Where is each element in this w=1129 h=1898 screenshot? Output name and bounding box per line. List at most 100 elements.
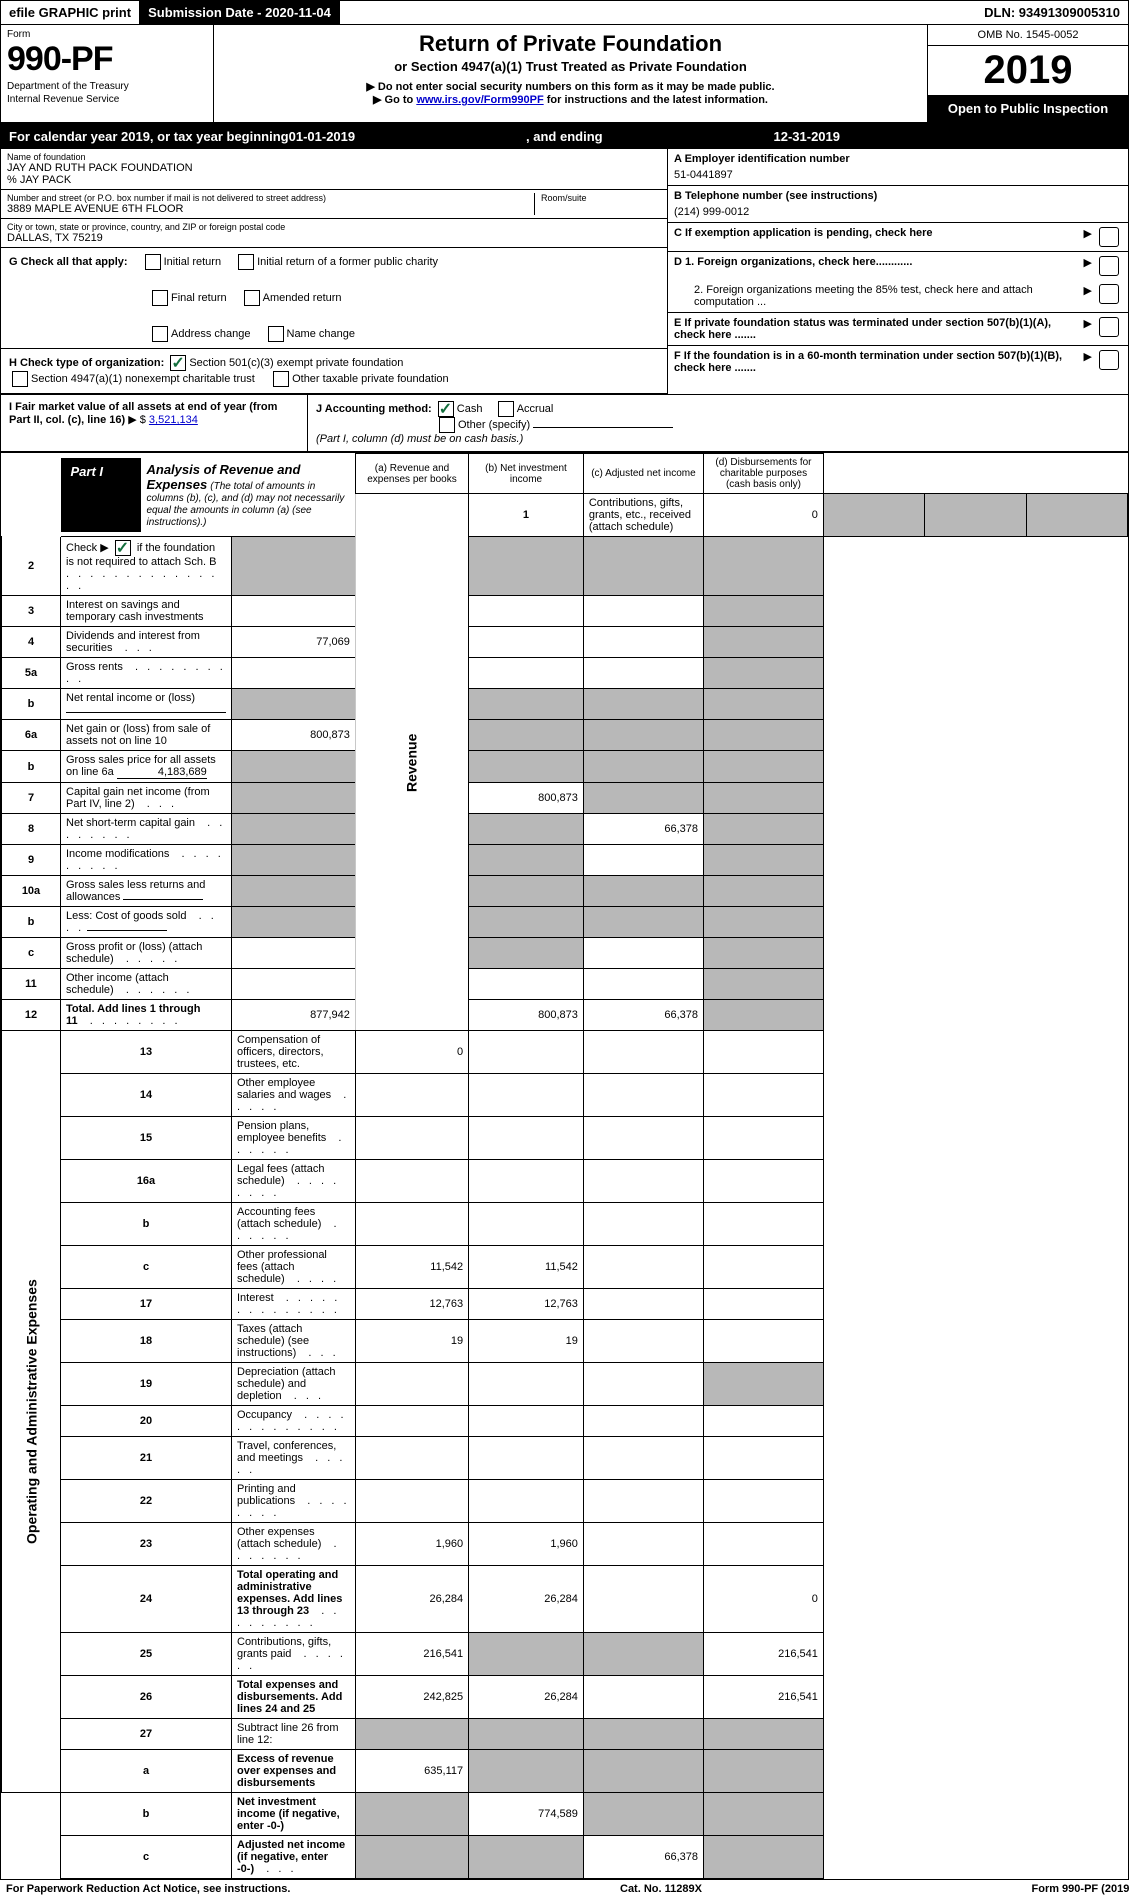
cell-b: 11,542 <box>469 1246 584 1289</box>
instructions-link[interactable]: www.irs.gov/Form990PF <box>416 94 543 106</box>
row-num: 27 <box>61 1719 232 1750</box>
table-row: bNet rental income or (loss) <box>2 689 1128 720</box>
row-num: 24 <box>61 1566 232 1633</box>
chk-501c3[interactable] <box>170 355 186 371</box>
row-desc: Dividends and interest from securities .… <box>61 627 232 658</box>
street-address: 3889 MAPLE AVENUE 6TH FLOOR <box>7 203 534 215</box>
cell-a: 800,873 <box>232 720 356 751</box>
chk-cash[interactable] <box>438 401 454 417</box>
h-opt2: Section 4947(a)(1) nonexempt charitable … <box>31 373 255 385</box>
row-desc: Depreciation (attach schedule) and deple… <box>232 1363 356 1406</box>
row-desc: Other income (attach schedule) . . . . .… <box>61 969 232 1000</box>
col-c-header: (c) Adjusted net income <box>583 454 703 494</box>
side-revenue: Revenue <box>355 494 468 1031</box>
table-row: 11Other income (attach schedule) . . . .… <box>2 969 1128 1000</box>
table-row: 5aGross rents . . . . . . . . . . <box>2 658 1128 689</box>
h-label: H Check type of organization: <box>9 357 164 369</box>
row-num: 23 <box>61 1523 232 1566</box>
chk-4947[interactable] <box>12 371 28 387</box>
cell-a: 216,541 <box>355 1633 468 1676</box>
row-num: c <box>61 1246 232 1289</box>
chk-other[interactable] <box>439 417 455 433</box>
footer-right: Form 990-PF (2019) <box>1032 1883 1129 1895</box>
D1-label: D 1. Foreign organizations, check here..… <box>674 256 1080 268</box>
irs-text: Internal Revenue Service <box>7 94 207 105</box>
chk-sch-b[interactable] <box>115 540 131 556</box>
table-row: 23Other expenses (attach schedule) . . .… <box>2 1523 1128 1566</box>
table-row: 18Taxes (attach schedule) (see instructi… <box>2 1320 1128 1363</box>
chk-amended[interactable] <box>244 290 260 306</box>
row-desc: Interest . . . . . . . . . . . . . . <box>232 1289 356 1320</box>
row-num: 7 <box>2 783 61 814</box>
cell-b: 774,589 <box>469 1793 584 1836</box>
cell-b: 800,873 <box>469 783 584 814</box>
row-desc: Total. Add lines 1 through 11 . . . . . … <box>61 1000 232 1031</box>
sub-title: or Section 4947(a)(1) Trust Treated as P… <box>224 59 917 74</box>
j-cash: Cash <box>457 403 483 415</box>
row-num: 14 <box>61 1074 232 1117</box>
fmv-link[interactable]: 3,521,134 <box>149 414 198 426</box>
row-desc: Contributions, gifts, grants paid . . . … <box>232 1633 356 1676</box>
cell-a: 1,960 <box>355 1523 468 1566</box>
open-to-public: Open to Public Inspection <box>928 95 1128 122</box>
row-num: b <box>61 1203 232 1246</box>
main-table: Part I Analysis of Revenue and Expenses … <box>1 453 1128 1879</box>
cell-a: 12,763 <box>355 1289 468 1320</box>
opt-amended: Amended return <box>263 292 342 304</box>
row-desc: Net rental income or (loss) <box>61 689 232 720</box>
chk-D2[interactable] <box>1099 284 1119 304</box>
chk-name-change[interactable] <box>268 326 284 342</box>
chk-accrual[interactable] <box>498 401 514 417</box>
table-row: 2Check ▶ if the foundation is not requir… <box>2 537 1128 596</box>
row-num: 6a <box>2 720 61 751</box>
D1-row: D 1. Foreign organizations, check here..… <box>668 252 1128 280</box>
table-row: bAccounting fees (attach schedule) . . .… <box>2 1203 1128 1246</box>
row-num: 11 <box>2 969 61 1000</box>
row-desc: Accounting fees (attach schedule) . . . … <box>232 1203 356 1246</box>
j-note: (Part I, column (d) must be on cash basi… <box>316 433 523 445</box>
chk-other-taxable[interactable] <box>273 371 289 387</box>
table-row: cOther professional fees (attach schedul… <box>2 1246 1128 1289</box>
city-label: City or town, state or province, country… <box>7 222 661 232</box>
chk-final[interactable] <box>152 290 168 306</box>
opt-final: Final return <box>171 292 227 304</box>
chk-C[interactable] <box>1099 227 1119 247</box>
j-box: J Accounting method: Cash Accrual Other … <box>308 395 1128 451</box>
row-desc: Less: Cost of goods sold . . . . <box>61 907 232 938</box>
row-num: 8 <box>2 814 61 845</box>
row-desc: Travel, conferences, and meetings . . . … <box>232 1437 356 1480</box>
cell-b: 1,960 <box>469 1523 584 1566</box>
table-row: bNet investment income (if negative, ent… <box>2 1793 1128 1836</box>
row-num: 12 <box>2 1000 61 1031</box>
opt-name-change: Name change <box>287 328 356 340</box>
row-num: 21 <box>61 1437 232 1480</box>
row-num: 20 <box>61 1406 232 1437</box>
chk-initial-former[interactable] <box>238 254 254 270</box>
row-desc: Check ▶ if the foundation is not require… <box>61 537 232 596</box>
table-row: 6aNet gain or (loss) from sale of assets… <box>2 720 1128 751</box>
table-row: 8Net short-term capital gain . . . . . .… <box>2 814 1128 845</box>
table-row: 24Total operating and administrative exp… <box>2 1566 1128 1633</box>
table-row: 20Occupancy . . . . . . . . . . . . . <box>2 1406 1128 1437</box>
city-cell: City or town, state or province, country… <box>1 219 667 248</box>
name-cell: Name of foundation JAY AND RUTH PACK FOU… <box>1 149 667 190</box>
table-row: 14Other employee salaries and wages . . … <box>2 1074 1128 1117</box>
chk-F[interactable] <box>1099 350 1119 370</box>
table-row: 21Travel, conferences, and meetings . . … <box>2 1437 1128 1480</box>
row-desc: Legal fees (attach schedule) . . . . . .… <box>232 1160 356 1203</box>
table-row: 22Printing and publications . . . . . . … <box>2 1480 1128 1523</box>
ij-area: I Fair market value of all assets at end… <box>1 395 1128 453</box>
C-label: C If exemption application is pending, c… <box>674 227 1080 239</box>
E-row: E If private foundation status was termi… <box>668 313 1128 346</box>
row-num: 18 <box>61 1320 232 1363</box>
chk-D1[interactable] <box>1099 256 1119 276</box>
chk-initial-return[interactable] <box>145 254 161 270</box>
row-desc: Capital gain net income (from Part IV, l… <box>61 783 232 814</box>
opt-initial-former: Initial return of a former public charit… <box>257 256 438 268</box>
chk-addr-change[interactable] <box>152 326 168 342</box>
row-num: 17 <box>61 1289 232 1320</box>
col-b-header: (b) Net investment income <box>469 454 584 494</box>
row-desc: Net investment income (if negative, ente… <box>232 1793 356 1836</box>
chk-E[interactable] <box>1099 317 1119 337</box>
cell-d: 0 <box>704 1566 824 1633</box>
